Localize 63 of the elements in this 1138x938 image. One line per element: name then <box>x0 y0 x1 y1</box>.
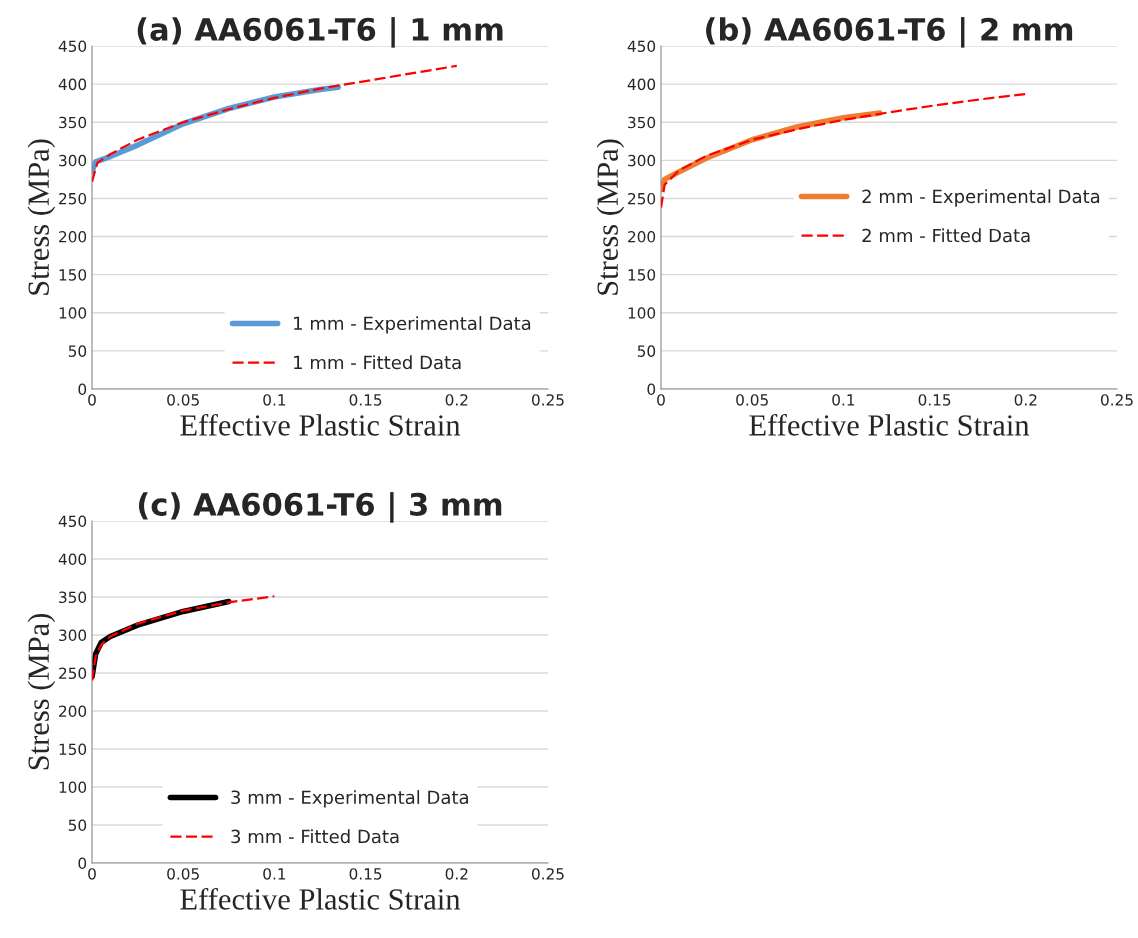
x-tick-label: 0.2 <box>1014 394 1037 406</box>
y-tick-label: 0 <box>647 383 656 396</box>
x-tick-label: 0.05 <box>167 394 199 406</box>
y-tick-label: 150 <box>628 269 656 281</box>
y-tick-label: 100 <box>59 781 87 794</box>
x-tick-label: 0.25 <box>1101 394 1133 406</box>
y-tick-label: 150 <box>59 269 87 281</box>
x-tick-label: 0.2 <box>445 394 468 406</box>
y-tick-label: 150 <box>59 743 87 756</box>
y-tick-label: 50 <box>637 345 656 357</box>
chart-title: (b) AA6061-T6 | 2 mm <box>706 17 1073 48</box>
legend-label: 3 mm - Fitted Data <box>231 829 399 844</box>
y-axis-title: Stress (MPa) <box>27 613 56 770</box>
x-tick-label: 0.1 <box>832 394 855 406</box>
x-tick-label: 0.25 <box>532 868 564 880</box>
x-tick-label: 0.15 <box>349 394 382 406</box>
x-tick-label: 0 <box>657 394 665 406</box>
legend-label: 2 mm - Fitted Data <box>862 228 1030 243</box>
y-tick-label: 350 <box>59 591 87 604</box>
y-tick-label: 350 <box>628 116 656 129</box>
y-tick-label: 250 <box>59 667 87 680</box>
y-axis-title: Stress (MPa) <box>27 139 56 295</box>
x-tick-label: 0.1 <box>263 868 286 880</box>
x-tick-label: 0.15 <box>349 868 382 880</box>
x-tick-label: 0.25 <box>532 394 564 406</box>
y-tick-label: 200 <box>59 705 87 718</box>
y-tick-label: 300 <box>59 629 87 642</box>
y-tick-label: 0 <box>78 857 87 870</box>
legend-label: 1 mm - Fitted Data <box>294 355 461 370</box>
y-tick-label: 400 <box>58 78 87 91</box>
legend-label: 1 mm - Experimental Data <box>294 316 531 334</box>
y-tick-label: 350 <box>59 116 87 129</box>
y-tick-label: 300 <box>59 154 87 167</box>
chart-title: (c) AA6061-T6 | 3 mm <box>138 492 502 523</box>
y-tick-label: 450 <box>627 40 656 53</box>
y-tick-label: 200 <box>59 231 87 243</box>
x-axis-title: Effective Plastic Strain <box>180 413 461 436</box>
y-tick-label: 50 <box>68 345 87 357</box>
x-tick-label: 0.05 <box>167 868 199 880</box>
y-tick-label: 100 <box>628 307 656 319</box>
x-tick-label: 0 <box>88 394 96 406</box>
y-tick-label: 300 <box>628 154 656 167</box>
y-tick-label: 200 <box>628 231 656 243</box>
legend-label: 3 mm - Experimental Data <box>231 790 468 808</box>
x-tick-label: 0.05 <box>736 394 768 406</box>
x-tick-label: 0 <box>88 868 96 880</box>
y-tick-label: 50 <box>68 819 87 832</box>
y-axis-title: Stress (MPa) <box>596 139 625 295</box>
x-tick-label: 0.2 <box>445 868 468 880</box>
chart-title: (a) AA6061-T6 | 1 mm <box>137 17 503 48</box>
y-tick-label: 400 <box>627 78 656 91</box>
y-tick-label: 100 <box>59 307 87 319</box>
x-tick-label: 0.15 <box>918 394 951 406</box>
x-axis-title: Effective Plastic Strain <box>749 413 1030 436</box>
y-tick-label: 400 <box>58 553 87 566</box>
x-axis-title: Effective Plastic Strain <box>180 887 461 910</box>
y-tick-label: 0 <box>78 383 87 396</box>
y-tick-label: 250 <box>628 192 656 205</box>
legend-label: 2 mm - Experimental Data <box>862 189 1100 207</box>
y-tick-label: 450 <box>58 515 87 528</box>
y-tick-label: 450 <box>58 40 87 53</box>
y-tick-label: 250 <box>59 192 87 205</box>
x-tick-label: 0.1 <box>263 394 286 406</box>
